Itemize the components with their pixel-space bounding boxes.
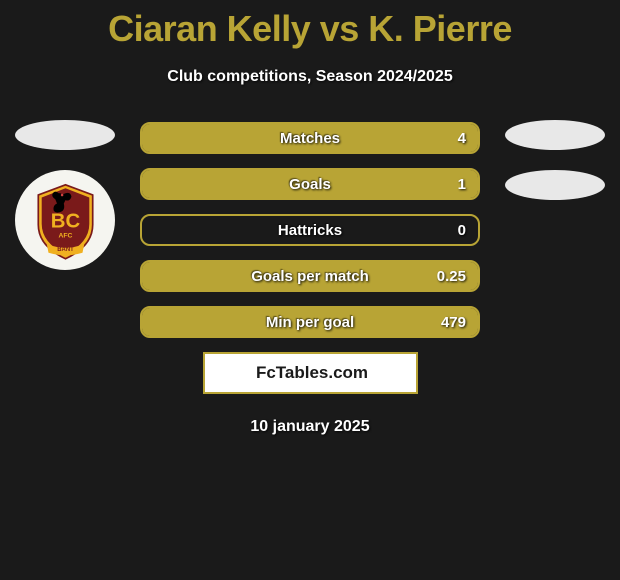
bar-value: 0.25 <box>437 268 466 285</box>
stats-bars: Matches 4 Goals 1 Hattricks 0 Goals per … <box>140 122 480 436</box>
club-badge: BC AFC BANT <box>15 170 115 270</box>
player2-placeholder-oval-2 <box>505 170 605 200</box>
bar-value: 0 <box>458 222 466 239</box>
bar-label: Hattricks <box>278 222 342 239</box>
bar-value: 4 <box>458 130 466 147</box>
bar-label: Min per goal <box>266 314 354 331</box>
badge-letters: BC <box>50 210 80 232</box>
bar-value: 1 <box>458 176 466 193</box>
bar-label: Goals <box>289 176 331 193</box>
date-label: 10 january 2025 <box>140 418 480 436</box>
stat-bar-matches: Matches 4 <box>140 122 480 154</box>
fctables-label: FcTables.com <box>256 363 368 383</box>
subtitle: Club competitions, Season 2024/2025 <box>0 68 620 86</box>
player1-placeholder-oval <box>15 120 115 150</box>
badge-banner: BANT <box>57 247 74 253</box>
stat-bar-min-per-goal: Min per goal 479 <box>140 306 480 338</box>
stat-bar-hattricks: Hattricks 0 <box>140 214 480 246</box>
left-player-column: BC AFC BANT <box>10 120 120 270</box>
stat-bar-goals-per-match: Goals per match 0.25 <box>140 260 480 292</box>
bar-label: Goals per match <box>251 268 369 285</box>
badge-sub: AFC <box>58 232 72 239</box>
bar-label: Matches <box>280 130 340 147</box>
fctables-attribution[interactable]: FcTables.com <box>203 352 418 394</box>
club-crest-icon: BC AFC BANT <box>23 178 108 263</box>
right-player-column <box>500 120 610 220</box>
player2-placeholder-oval-1 <box>505 120 605 150</box>
stat-bar-goals: Goals 1 <box>140 168 480 200</box>
bar-value: 479 <box>441 314 466 331</box>
page-title: Ciaran Kelly vs K. Pierre <box>0 0 620 50</box>
